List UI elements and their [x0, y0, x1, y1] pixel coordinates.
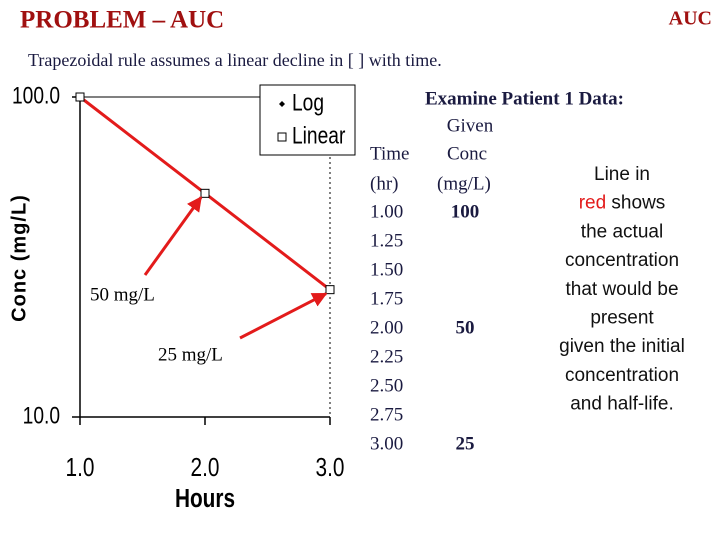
conc-cell: 100 — [451, 201, 480, 222]
subtitle: Trapezoidal rule assumes a linear declin… — [28, 50, 442, 70]
x-axis-label: Hours — [175, 484, 235, 513]
note-line: red shows — [579, 193, 666, 214]
legend-marker — [279, 101, 285, 107]
y-axis-label: Conc (mg/L) — [8, 194, 30, 322]
time-cell: 1.75 — [370, 288, 403, 309]
x-tick-label: 2.0 — [191, 453, 220, 482]
legend-marker — [277, 132, 287, 142]
slide-title: PROBLEM – AUC — [20, 7, 224, 34]
time-cell: 1.25 — [370, 230, 403, 251]
legend-label: Log — [292, 88, 324, 116]
column-unit: (mg/L) — [437, 173, 491, 194]
chart: 100.0 10.01.0 2.0 3.0 Conc (mg/L) Hours Log Lin… — [8, 81, 356, 513]
data-table: Examine Patient 1 Data: Given Time Conc (hr)… — [370, 88, 624, 454]
annotation-label: 25 mg/L — [158, 344, 223, 365]
annotation-label: 50 mg/L — [90, 284, 155, 305]
annotation-arrow — [239, 292, 328, 340]
note: Line in red shows the actual concentration t… — [559, 164, 685, 415]
conc-cell: 25 — [456, 433, 475, 454]
note-rest: shows — [606, 193, 665, 214]
time-cell: 2.25 — [370, 346, 403, 367]
time-cell: 2.75 — [370, 404, 403, 425]
time-cell: 1.00 — [370, 201, 403, 222]
note-line: present — [590, 308, 654, 329]
time-cell: 3.00 — [370, 433, 403, 454]
data-point — [75, 92, 85, 102]
note-line: and half-life. — [570, 394, 674, 415]
table-caption: Examine Patient 1 Data: — [425, 88, 624, 109]
time-cell: 2.50 — [370, 375, 403, 396]
note-line: given the initial — [559, 336, 685, 357]
note-line: the actual — [581, 221, 663, 242]
x-tick-label: 1.0 — [66, 453, 95, 482]
legend-box — [259, 84, 356, 156]
corner-label: AUC — [669, 8, 712, 30]
time-cell: 2.00 — [370, 317, 403, 338]
column-unit: (hr) — [370, 173, 398, 194]
note-line: Line in — [594, 164, 650, 185]
note-line: concentration — [565, 365, 679, 386]
group-header: Given — [447, 115, 494, 136]
column-header: Conc — [447, 143, 487, 164]
y-tick-label: 10.0 — [23, 401, 60, 429]
data-point — [200, 188, 210, 198]
annotation-arrow — [143, 196, 203, 276]
data-point — [325, 285, 335, 295]
column-header: Time — [370, 143, 409, 164]
time-cell: 1.50 — [370, 259, 403, 280]
note-highlight: red — [579, 193, 606, 214]
conc-cell: 50 — [456, 317, 475, 338]
note-line: concentration — [565, 250, 679, 271]
note-line: that would be — [565, 279, 678, 300]
x-tick-label: 3.0 — [316, 453, 345, 482]
y-tick-label: 100.0 — [12, 81, 60, 109]
legend-label: Linear — [292, 121, 345, 149]
